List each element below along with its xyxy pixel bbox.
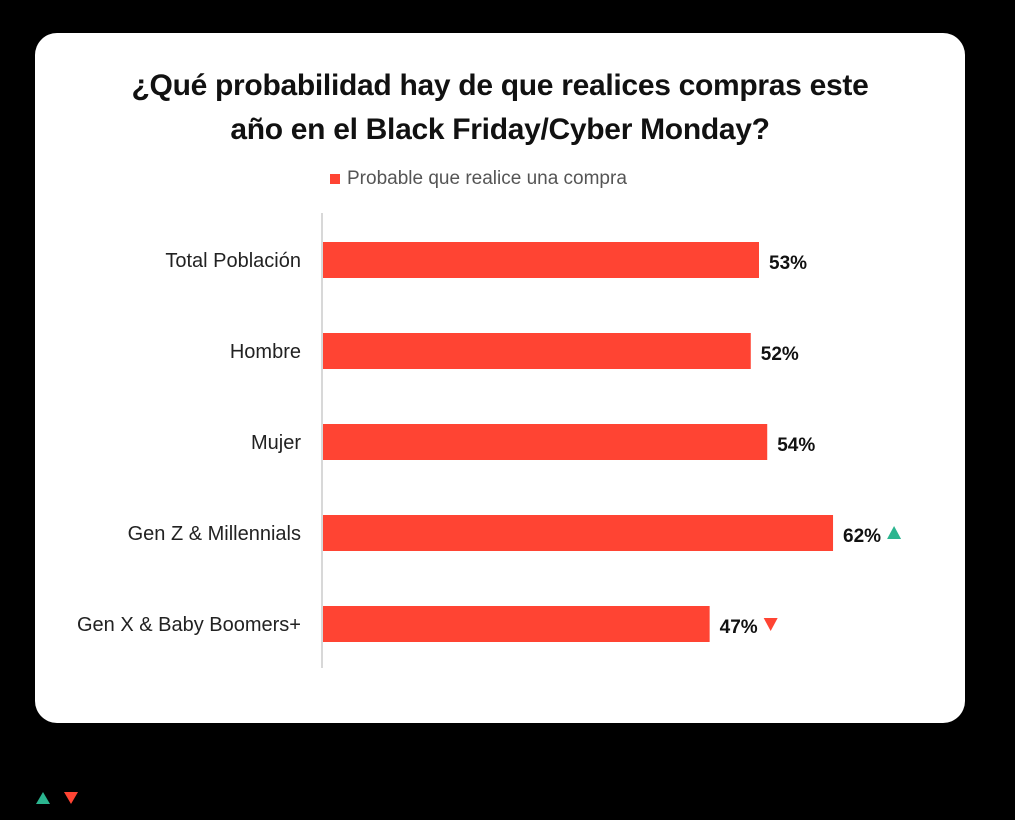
bar (323, 515, 834, 551)
value-label: 54% (777, 435, 815, 456)
category-label: Hombre (230, 341, 301, 363)
category-label: Mujer (251, 432, 301, 454)
category-label: Total Población (165, 250, 301, 272)
chart-legend: Probable que realice una compra (330, 168, 627, 190)
chart-title: ¿Qué probabilidad hay de que realices co… (0, 64, 1000, 152)
bar (323, 606, 710, 642)
value-label: 52% (761, 344, 799, 365)
legend-swatch (330, 174, 340, 184)
value-label: 47% (720, 617, 758, 638)
legend-label: Probable que realice una compra (347, 168, 627, 189)
down-triangle-icon (763, 618, 778, 631)
footer-markers (36, 792, 78, 804)
category-label: Gen Z & Millennials (128, 523, 301, 545)
value-label: 62% (843, 526, 881, 547)
down-triangle-icon (64, 792, 78, 804)
up-triangle-icon (887, 526, 902, 539)
up-triangle-icon (36, 792, 50, 804)
category-label: Gen X & Baby Boomers+ (77, 614, 301, 636)
bar (323, 242, 759, 278)
chart-title-line-1: ¿Qué probabilidad hay de que realices co… (131, 69, 869, 102)
bar (323, 333, 751, 369)
bar (323, 424, 768, 460)
chart-title-line-2: año en el Black Friday/Cyber Monday? (230, 113, 770, 146)
value-label: 53% (769, 253, 807, 274)
